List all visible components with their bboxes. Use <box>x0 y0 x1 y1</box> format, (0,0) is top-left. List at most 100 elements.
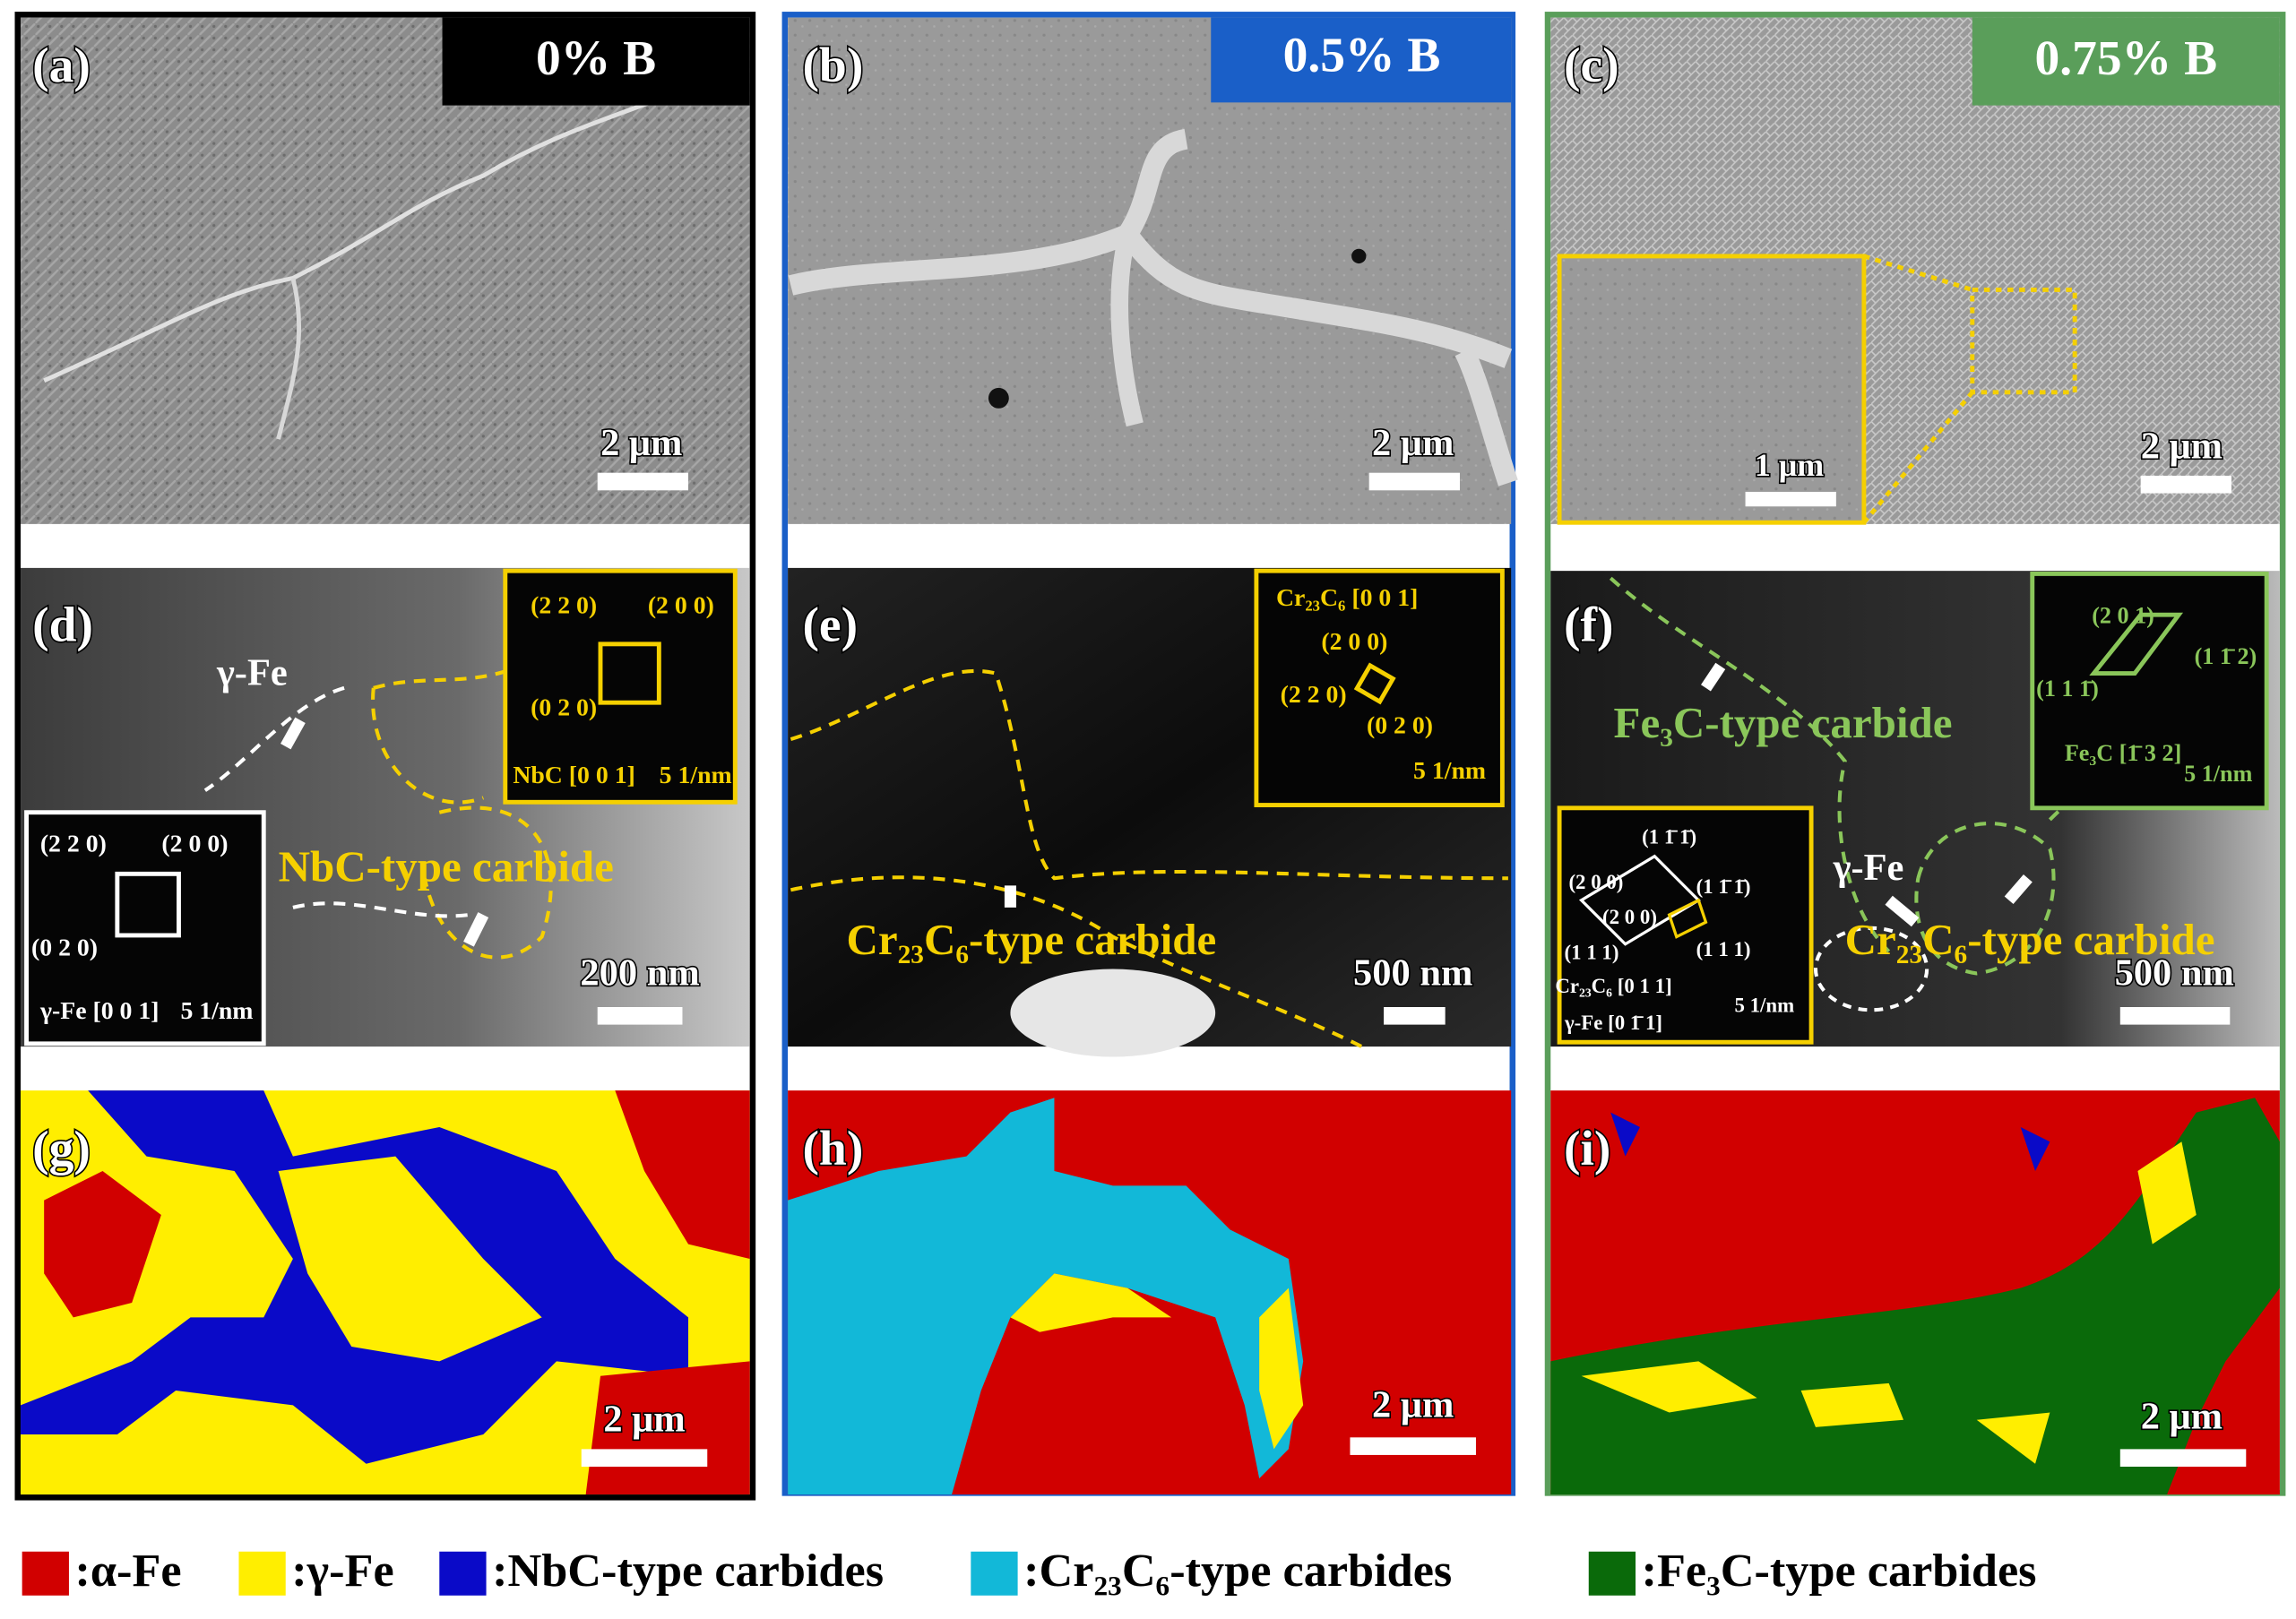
pore <box>988 387 1009 409</box>
scale-bar-label: 500 nm <box>2115 952 2234 994</box>
header-box <box>442 17 750 106</box>
annotation: Cr₂₃C₆-type carbide <box>1845 915 2215 964</box>
scale-bar <box>1350 1437 1476 1455</box>
saed-label: 5 1/nm <box>1734 994 1794 1016</box>
annotation: Cr₂₃C₆-type carbide <box>846 915 1216 964</box>
legend-label: :γ-Fe <box>291 1545 393 1597</box>
panel-label: (g) <box>32 1122 91 1176</box>
legend-label: :Fe₃C-type carbides <box>1642 1545 2037 1597</box>
scale-bar-label: 200 nm <box>580 952 699 994</box>
saed-label: (0 2 0) <box>531 694 597 722</box>
zoom-box <box>1970 288 2077 395</box>
pore <box>1351 248 1367 264</box>
saed-label: (1 1 1) <box>1696 938 1751 960</box>
phase-region <box>44 1170 161 1318</box>
panel-label: (i) <box>1564 1122 1610 1176</box>
column-header: 0.75% B <box>2035 31 2218 86</box>
grain-boundary <box>788 128 1518 487</box>
saed-label: γ-Fe [0 0 1] <box>39 997 159 1025</box>
legend-label: :α-Fe <box>74 1545 181 1597</box>
saed-marker <box>598 642 661 705</box>
saed-label: Cr₂₃C₆ [0 0 1] <box>1276 584 1418 612</box>
saed-marker <box>1667 898 1708 939</box>
arrow <box>1701 662 1726 692</box>
scale-bar <box>1384 1007 1446 1025</box>
scale-bar <box>2140 475 2231 494</box>
saed-label: (2 0 0) <box>1568 871 1623 893</box>
phase-region <box>1581 1141 2197 1464</box>
column-header: 0.5% B <box>1283 29 1441 83</box>
saed-label: (0 2 0) <box>1367 711 1433 739</box>
phase-region <box>788 1098 1304 1495</box>
legend-label: :Cr₂₃C₆-type carbides <box>1023 1545 1452 1597</box>
boundary <box>1813 926 1929 1012</box>
scale-bar-label: 2 μm <box>1372 1383 1454 1425</box>
saed-label: (1 1̄ 1̄) <box>1642 825 1696 848</box>
saed-label: 5 1/nm <box>660 762 732 789</box>
scale-bar-label: 2 μm <box>1372 422 1454 464</box>
scale-bar <box>2119 1007 2231 1025</box>
scale-bar-label: 2 μm <box>603 1399 685 1441</box>
saed-label: (1 1̄ 1̄) <box>1696 875 1751 898</box>
boundary <box>790 668 1508 1048</box>
saed-label: Cr₂₃C₆ [0 1 1] <box>1555 975 1671 997</box>
scale-bar-label: 2 μm <box>600 422 682 464</box>
boundary <box>371 664 553 960</box>
legend-swatch <box>1588 1551 1636 1596</box>
saed-label: (0 2 0) <box>31 934 98 962</box>
saed-label: (2 0 1) <box>2092 602 2154 628</box>
scale-bar <box>597 1007 683 1025</box>
saed-marker <box>1353 662 1396 705</box>
grain-boundary <box>43 85 689 383</box>
grain-boundary <box>276 277 302 440</box>
scale-bar <box>2119 1449 2247 1467</box>
saed-label: (1 1̄ 2) <box>2195 643 2257 669</box>
saed-inset <box>503 568 738 805</box>
saed-label: 5 1/nm <box>1413 757 1486 785</box>
boundary <box>203 685 470 918</box>
annotation: NbC-type carbide <box>279 841 614 891</box>
legend-label: :NbC-type carbides <box>492 1545 884 1597</box>
saed-label: γ-Fe [0 1̄ 1] <box>1564 1012 1662 1034</box>
annotation: γ-Fe <box>216 652 288 694</box>
arrow <box>463 912 489 947</box>
scale-bar-label: 2 μm <box>2141 425 2223 467</box>
scale-bar <box>1368 472 1460 491</box>
inset <box>1557 254 1867 525</box>
scale-bar <box>1745 491 1836 507</box>
saed-marker <box>2089 612 2184 676</box>
header-box <box>1972 17 2280 106</box>
panel-label: (f) <box>1564 598 1613 652</box>
saed-marker <box>115 871 181 938</box>
panel-label: (a) <box>32 39 91 93</box>
header-box <box>1211 17 1512 103</box>
panel-label: (b) <box>802 39 863 93</box>
saed-label: (1 1 1̄) <box>2036 676 2099 702</box>
bright-region <box>1010 969 1216 1057</box>
column-header: 0% B <box>536 31 656 86</box>
saed-label: NbC [0 0 1] <box>513 762 635 789</box>
annotation: Fe₃C-type carbide <box>1614 698 1953 747</box>
saed-label: (2 0 0) <box>1321 628 1387 656</box>
phase-region <box>278 1156 542 1362</box>
legend-swatch <box>238 1551 286 1596</box>
saed-label: (2 0 0) <box>161 831 228 858</box>
saed-label: (2 0 0) <box>648 591 714 619</box>
phase-region <box>1010 1273 1172 1332</box>
saed-label: (2 2 0) <box>1281 681 1347 709</box>
phase-region <box>615 1090 750 1260</box>
panel-label: (e) <box>802 598 858 652</box>
phase-region <box>1259 1287 1304 1450</box>
legend-swatch <box>22 1551 69 1596</box>
arrow <box>2004 874 2033 905</box>
saed-label: 5 1/nm <box>2184 761 2252 787</box>
scale-bar <box>597 472 689 491</box>
arrow <box>1885 895 1920 927</box>
annotation: γ-Fe <box>1833 847 1904 889</box>
saed-label: Fe₃C [1̄ 3 2] <box>2065 740 2181 766</box>
zoom-line <box>1862 254 1974 524</box>
legend-swatch <box>971 1551 1018 1596</box>
arrow <box>281 717 306 750</box>
